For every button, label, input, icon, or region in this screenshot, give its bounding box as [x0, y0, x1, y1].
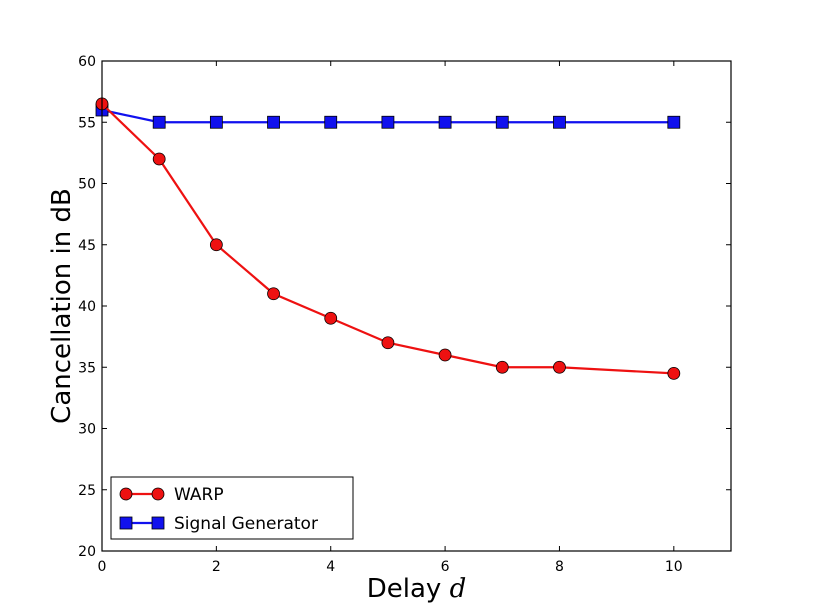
x-tick-label: 6: [441, 559, 450, 575]
data-point: [152, 115, 166, 129]
y-tick-label: 25: [78, 483, 96, 499]
y-tick-label: 55: [78, 115, 96, 131]
series-signal-generator: [95, 103, 681, 129]
data-point: [324, 115, 338, 129]
data-point: [209, 115, 223, 129]
y-tick-label: 20: [78, 544, 96, 560]
series-line: [101, 108, 674, 124]
data-point: [438, 115, 452, 129]
data-point: [667, 366, 681, 380]
legend: WARP Signal Generator: [110, 476, 354, 540]
data-point: [119, 487, 133, 501]
data-point: [151, 516, 165, 530]
y-tick-label: 45: [78, 238, 96, 254]
data-point: [209, 238, 223, 252]
data-point: [152, 152, 166, 166]
y-axis-label: Cancellation in dB: [47, 188, 77, 424]
x-tick-label: 0: [98, 559, 107, 575]
x-tick-label: 8: [555, 559, 564, 575]
x-tick-label: 10: [665, 559, 683, 575]
data-point: [119, 516, 133, 530]
x-axis-label: Delay d: [367, 574, 466, 604]
legend-box: [110, 476, 354, 540]
legend-label: WARP: [174, 485, 224, 505]
data-point: [667, 115, 681, 129]
y-tick-label: 60: [78, 54, 96, 70]
data-point: [324, 311, 338, 325]
data-point: [495, 360, 509, 374]
series-line: [101, 103, 674, 375]
data-point: [381, 336, 395, 350]
data-point: [553, 115, 566, 129]
data-point: [267, 115, 280, 129]
data-point: [553, 360, 566, 374]
data-point: [151, 487, 165, 501]
y-tick-label: 30: [78, 422, 96, 438]
data-point: [495, 115, 509, 129]
legend-entry: WARP: [119, 485, 224, 505]
x-tick-label: 4: [326, 559, 335, 575]
legend-label: Signal Generator: [174, 514, 318, 534]
axis-ticks: 0 2 4 6 8 10 20 25 30 35 40 45 50 55 60: [78, 54, 731, 575]
data-point: [438, 348, 452, 362]
series-warp: [95, 97, 681, 380]
series-marks: [95, 97, 681, 380]
y-tick-label: 50: [78, 177, 96, 193]
y-tick-label: 35: [78, 360, 96, 376]
legend-entry: Signal Generator: [119, 514, 318, 534]
data-point: [267, 287, 280, 301]
x-tick-label: 2: [212, 559, 221, 575]
y-tick-label: 40: [78, 299, 96, 315]
data-point: [381, 115, 395, 129]
